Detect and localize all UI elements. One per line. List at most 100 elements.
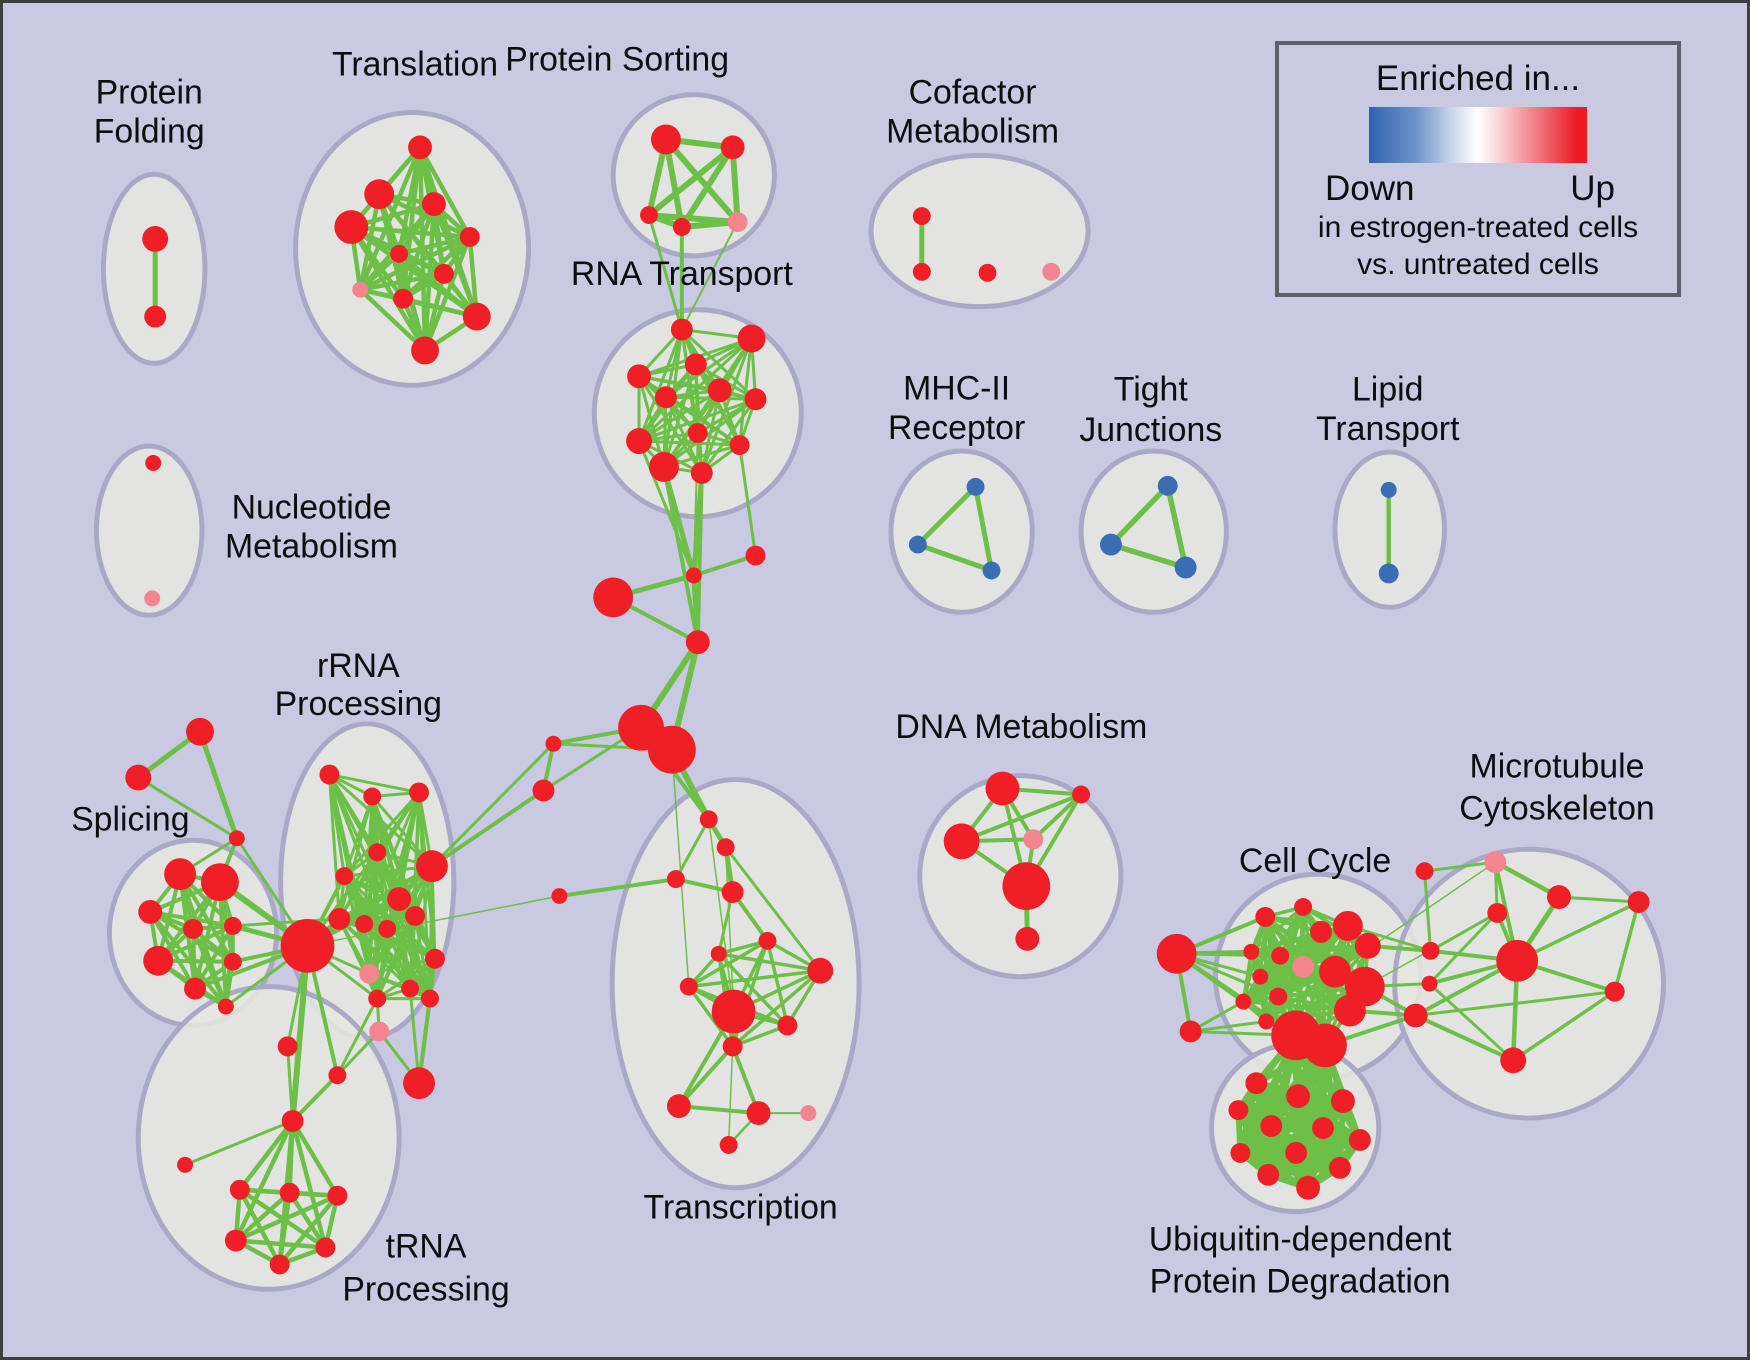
node-rt9[interactable] — [626, 428, 652, 455]
node-cc5[interactable] — [1354, 932, 1381, 959]
node-rt7[interactable] — [744, 388, 767, 411]
node-dm4[interactable] — [1023, 829, 1044, 850]
node-mh1[interactable] — [966, 477, 985, 496]
node-sp8[interactable] — [184, 977, 206, 1000]
node-ccL2[interactable] — [1179, 1020, 1202, 1043]
node-lk1[interactable] — [545, 735, 562, 752]
node-tx8[interactable] — [722, 1036, 743, 1057]
node-cc4[interactable] — [1332, 910, 1363, 941]
node-tl11[interactable] — [411, 336, 439, 365]
node-rr4[interactable] — [368, 843, 387, 862]
node-ub7[interactable] — [1348, 1129, 1371, 1151]
node-cc13[interactable] — [1269, 987, 1288, 1006]
node-mt0[interactable] — [1415, 862, 1434, 881]
node-ub12[interactable] — [1296, 1175, 1321, 1200]
node-rt1[interactable] — [670, 318, 693, 341]
node-mid1[interactable] — [685, 567, 702, 584]
node-cc7[interactable] — [1271, 946, 1290, 965]
node-mh2[interactable] — [908, 535, 927, 554]
node-rr2[interactable] — [363, 787, 382, 806]
node-tl4[interactable] — [334, 210, 369, 244]
node-cm1[interactable] — [912, 207, 931, 226]
node-lt2[interactable] — [1378, 563, 1399, 584]
node-sp1[interactable] — [164, 858, 197, 891]
node-ub3[interactable] — [1330, 1089, 1355, 1114]
node-ub8[interactable] — [1230, 1142, 1251, 1163]
node-ccB2[interactable] — [1303, 1023, 1347, 1068]
node-cc3[interactable] — [1310, 920, 1332, 943]
node-cc14[interactable] — [1333, 994, 1366, 1027]
node-rr12[interactable] — [359, 963, 380, 984]
node-dm3[interactable] — [943, 823, 980, 860]
node-cc9[interactable] — [1252, 968, 1269, 985]
node-trh[interactable] — [281, 1110, 304, 1132]
node-mtr[interactable] — [1627, 891, 1650, 913]
node-sp5[interactable] — [223, 916, 242, 935]
node-rt8[interactable] — [687, 423, 708, 444]
node-tl9[interactable] — [393, 288, 414, 309]
node-lkr2[interactable] — [1421, 941, 1440, 960]
node-mid3[interactable] — [745, 545, 766, 566]
node-tp1[interactable] — [229, 1179, 250, 1200]
node-tx9[interactable] — [666, 1094, 691, 1119]
node-rr14[interactable] — [401, 979, 420, 998]
node-tl7[interactable] — [433, 263, 454, 284]
node-mh3[interactable] — [982, 561, 1001, 580]
node-mid2[interactable] — [593, 577, 634, 618]
node-ub9[interactable] — [1285, 1141, 1308, 1164]
node-rt10[interactable] — [729, 435, 750, 455]
node-dm6[interactable] — [1015, 926, 1040, 951]
node-rr13[interactable] — [424, 948, 445, 969]
node-rt3[interactable] — [684, 353, 707, 376]
node-mt7[interactable] — [1604, 981, 1625, 1002]
node-rr9[interactable] — [355, 914, 374, 933]
node-tl2[interactable] — [364, 179, 395, 210]
node-rr5[interactable] — [335, 867, 354, 886]
node-dm1[interactable] — [985, 771, 1020, 806]
node-cc2[interactable] — [1294, 898, 1313, 916]
node-tri3[interactable] — [228, 830, 245, 847]
node-tl5[interactable] — [459, 227, 480, 247]
node-bh[interactable] — [280, 918, 335, 973]
node-tp6[interactable] — [269, 1254, 290, 1275]
node-t5[interactable] — [551, 888, 568, 905]
node-tl10[interactable] — [462, 302, 491, 331]
node-cc8[interactable] — [1292, 955, 1315, 978]
node-tl6[interactable] — [390, 244, 409, 263]
node-ub11[interactable] — [1257, 1163, 1280, 1186]
node-sp3[interactable] — [138, 900, 163, 924]
node-tp2[interactable] — [279, 1182, 300, 1203]
node-rt5[interactable] — [654, 386, 677, 409]
node-tj1[interactable] — [1157, 475, 1178, 496]
node-cm4[interactable] — [1042, 262, 1061, 281]
node-rt4[interactable] — [627, 364, 651, 389]
node-ps5[interactable] — [727, 212, 748, 232]
node-ub2[interactable] — [1286, 1084, 1311, 1109]
node-cc15[interactable] — [1258, 1013, 1275, 1030]
node-rr18[interactable] — [369, 1021, 390, 1042]
node-rr7[interactable] — [387, 887, 412, 911]
node-tri2[interactable] — [125, 764, 152, 791]
node-cc10[interactable] — [1319, 955, 1351, 988]
node-tx4[interactable] — [807, 957, 834, 984]
node-lt1[interactable] — [1380, 481, 1397, 498]
node-rr20[interactable] — [277, 1036, 298, 1057]
node-sp7[interactable] — [223, 952, 242, 971]
node-nm1[interactable] — [145, 454, 162, 471]
node-rr8[interactable] — [328, 907, 351, 930]
node-tp5[interactable] — [315, 1237, 336, 1258]
node-dm2[interactable] — [1072, 785, 1091, 804]
node-tp3[interactable] — [327, 1185, 348, 1206]
node-t4[interactable] — [721, 881, 744, 904]
node-rr11[interactable] — [405, 905, 425, 926]
node-tx12[interactable] — [719, 1135, 738, 1154]
node-cm3[interactable] — [978, 263, 997, 282]
node-ti[interactable] — [177, 1156, 194, 1173]
node-tx5[interactable] — [679, 977, 698, 996]
node-cc1[interactable] — [1255, 906, 1276, 927]
node-cm2[interactable] — [912, 262, 931, 281]
node-rr6[interactable] — [416, 850, 448, 883]
node-cc6[interactable] — [1243, 943, 1260, 960]
node-sp2[interactable] — [200, 863, 239, 902]
node-nm2[interactable] — [144, 590, 161, 607]
